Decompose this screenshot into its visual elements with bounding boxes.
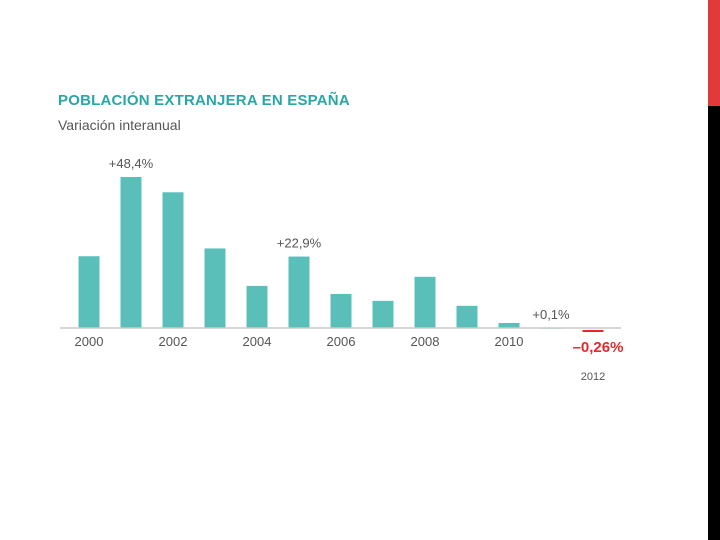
bar-2007: [372, 300, 394, 328]
annotation-label: +22,9%: [277, 236, 322, 251]
x-tick-label: 2002: [159, 334, 188, 349]
chart-title: POBLACIÓN EXTRANJERA EN ESPAÑA: [58, 92, 350, 109]
side-bar: [708, 0, 720, 540]
bar-2006: [330, 293, 352, 328]
bar-2002: [162, 192, 184, 328]
annotation-negative-label: –0,26%: [573, 339, 624, 356]
side-accent: [708, 0, 720, 106]
bar-2008: [414, 276, 436, 328]
bar-2010: [498, 323, 520, 328]
bar-2005: [288, 256, 310, 328]
bar-2009: [456, 305, 478, 328]
x-tick-label: 2008: [411, 334, 440, 349]
x-tick-label: 2010: [495, 334, 524, 349]
chart-subtitle: Variación interanual: [58, 117, 181, 133]
x-tick-label: 2004: [243, 334, 272, 349]
bar-2001: [120, 177, 142, 328]
annotation-year-label: 2012: [581, 371, 605, 383]
x-tick-label: 2000: [75, 334, 104, 349]
bar-2000: [78, 256, 100, 328]
annotation-label: +48,4%: [109, 156, 154, 171]
x-tick-label: 2006: [327, 334, 356, 349]
bar-2004: [246, 285, 268, 328]
bar-2003: [204, 248, 226, 328]
annotation-label: +0,1%: [532, 307, 570, 322]
bar-2012-negative: [582, 330, 604, 332]
